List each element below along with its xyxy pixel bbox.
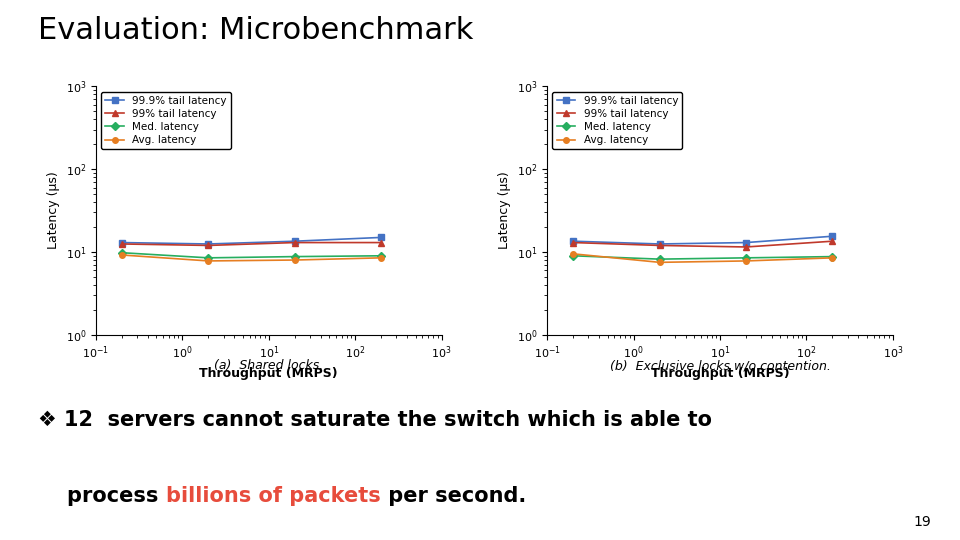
Line: Avg. latency: Avg. latency (570, 251, 835, 265)
Line: Med. latency: Med. latency (119, 250, 384, 261)
Text: process: process (38, 486, 166, 506)
Med. latency (567, 253, 579, 259)
99% tail latency (289, 239, 300, 246)
99% tail latency (740, 244, 752, 250)
99% tail latency (375, 239, 387, 246)
99.9% tail latency (203, 241, 214, 247)
Line: 99.9% tail latency: 99.9% tail latency (119, 235, 384, 247)
Text: (b)  Exclusive locks w/o contention.: (b) Exclusive locks w/o contention. (610, 359, 830, 372)
Text: ❖ 12  servers cannot saturate the switch which is able to: ❖ 12 servers cannot saturate the switch … (38, 410, 712, 430)
99.9% tail latency (289, 238, 300, 245)
Line: Med. latency: Med. latency (570, 253, 835, 262)
Avg. latency (289, 257, 300, 264)
Med. latency (203, 254, 214, 261)
Y-axis label: Latency (μs): Latency (μs) (498, 172, 512, 249)
99% tail latency (567, 239, 579, 246)
99.9% tail latency (567, 238, 579, 245)
Med. latency (289, 253, 300, 260)
Avg. latency (827, 254, 838, 261)
99.9% tail latency (740, 239, 752, 246)
Legend: 99.9% tail latency, 99% tail latency, Med. latency, Avg. latency: 99.9% tail latency, 99% tail latency, Me… (101, 92, 231, 150)
99.9% tail latency (827, 233, 838, 239)
X-axis label: Throughput (MRPS): Throughput (MRPS) (200, 367, 338, 380)
99% tail latency (654, 242, 665, 249)
Med. latency (740, 254, 752, 261)
Text: per second.: per second. (381, 486, 526, 506)
Med. latency (654, 256, 665, 262)
99% tail latency (116, 241, 128, 247)
Line: 99% tail latency: 99% tail latency (570, 239, 835, 250)
99.9% tail latency (375, 234, 387, 241)
Text: (a)  Shared locks.: (a) Shared locks. (214, 359, 324, 372)
Text: Evaluation: Microbenchmark: Evaluation: Microbenchmark (38, 16, 474, 45)
Line: 99.9% tail latency: 99.9% tail latency (570, 233, 835, 247)
Avg. latency (654, 259, 665, 266)
Avg. latency (375, 254, 387, 261)
Avg. latency (203, 258, 214, 264)
Text: 19: 19 (914, 515, 931, 529)
Avg. latency (116, 252, 128, 258)
Line: Avg. latency: Avg. latency (119, 252, 384, 264)
X-axis label: Throughput (MRPS): Throughput (MRPS) (651, 367, 789, 380)
Med. latency (116, 249, 128, 256)
Avg. latency (740, 258, 752, 264)
Legend: 99.9% tail latency, 99% tail latency, Med. latency, Avg. latency: 99.9% tail latency, 99% tail latency, Me… (552, 92, 683, 150)
Med. latency (375, 253, 387, 259)
Avg. latency (567, 251, 579, 257)
99.9% tail latency (654, 241, 665, 247)
Text: billions of packets: billions of packets (166, 486, 381, 506)
Y-axis label: Latency (μs): Latency (μs) (47, 172, 60, 249)
Med. latency (827, 253, 838, 260)
Line: 99% tail latency: 99% tail latency (119, 240, 384, 248)
99.9% tail latency (116, 239, 128, 246)
99% tail latency (203, 242, 214, 249)
99% tail latency (827, 238, 838, 245)
